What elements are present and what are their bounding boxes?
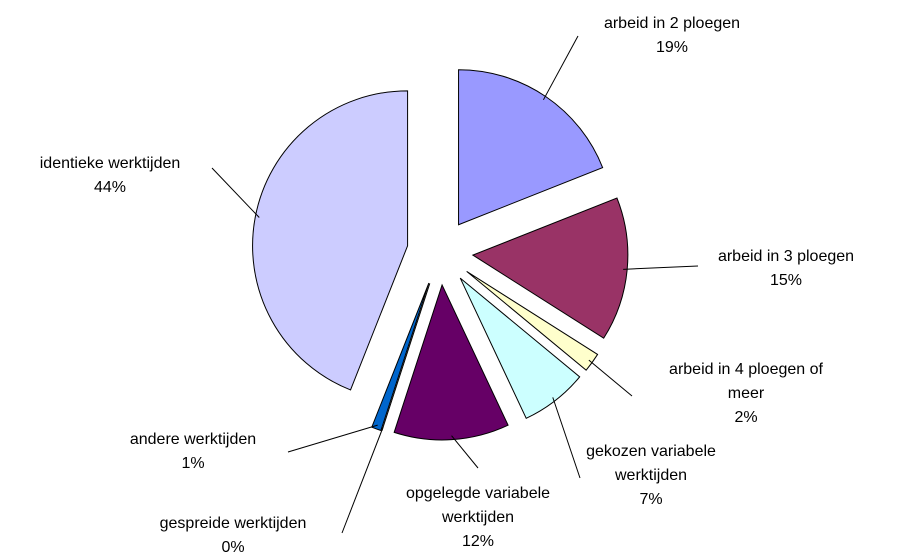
category-label: identieke werktijden [39, 155, 181, 172]
slice-label: arbeid in 3 ploegen 15% [676, 245, 896, 293]
category-label: arbeid in 4 ploegen of meer [669, 361, 823, 402]
pie-slice [252, 90, 409, 391]
value-label: 44% [93, 179, 127, 196]
slice-label: andere werktijden 1% [83, 428, 303, 476]
leader-line [552, 397, 581, 479]
leader-line [588, 359, 633, 397]
leader-line [623, 265, 699, 270]
leader-line [451, 435, 479, 469]
leader-line [542, 35, 579, 101]
pie-slice [393, 283, 509, 441]
leader-line [211, 167, 260, 218]
value-label: 1% [181, 455, 205, 472]
pie-slice [459, 277, 581, 419]
category-label: arbeid in 3 ploegen [717, 248, 855, 265]
pie-slice [458, 69, 604, 226]
value-label: 15% [769, 272, 803, 289]
category-label: andere werktijden [129, 431, 257, 448]
value-label: 7% [639, 491, 663, 508]
leader-line [341, 426, 384, 534]
slice-label: arbeid in 4 ploegen of meer 2% [656, 358, 836, 430]
category-label: gespreide werktijden [159, 515, 307, 532]
pie-slice [471, 197, 629, 339]
value-label: 12% [461, 533, 495, 550]
category-label: gekozen variabele werktijden [586, 443, 716, 484]
slice-label: opgelegde variabele werktijden 12% [368, 482, 588, 554]
slice-label: arbeid in 2 ploegen 19% [562, 12, 782, 60]
slice-label: identieke werktijden 44% [0, 152, 220, 200]
category-label: opgelegde variabele werktijden [405, 485, 551, 526]
category-label: arbeid in 2 ploegen [603, 15, 741, 32]
value-label: 19% [655, 39, 689, 56]
value-label: 2% [734, 409, 758, 426]
leader-line [287, 424, 378, 453]
value-label: 0% [221, 539, 245, 556]
slice-label: gekozen variabele werktijden 7% [561, 440, 741, 512]
slice-label: gespreide werktijden 0% [123, 512, 343, 557]
